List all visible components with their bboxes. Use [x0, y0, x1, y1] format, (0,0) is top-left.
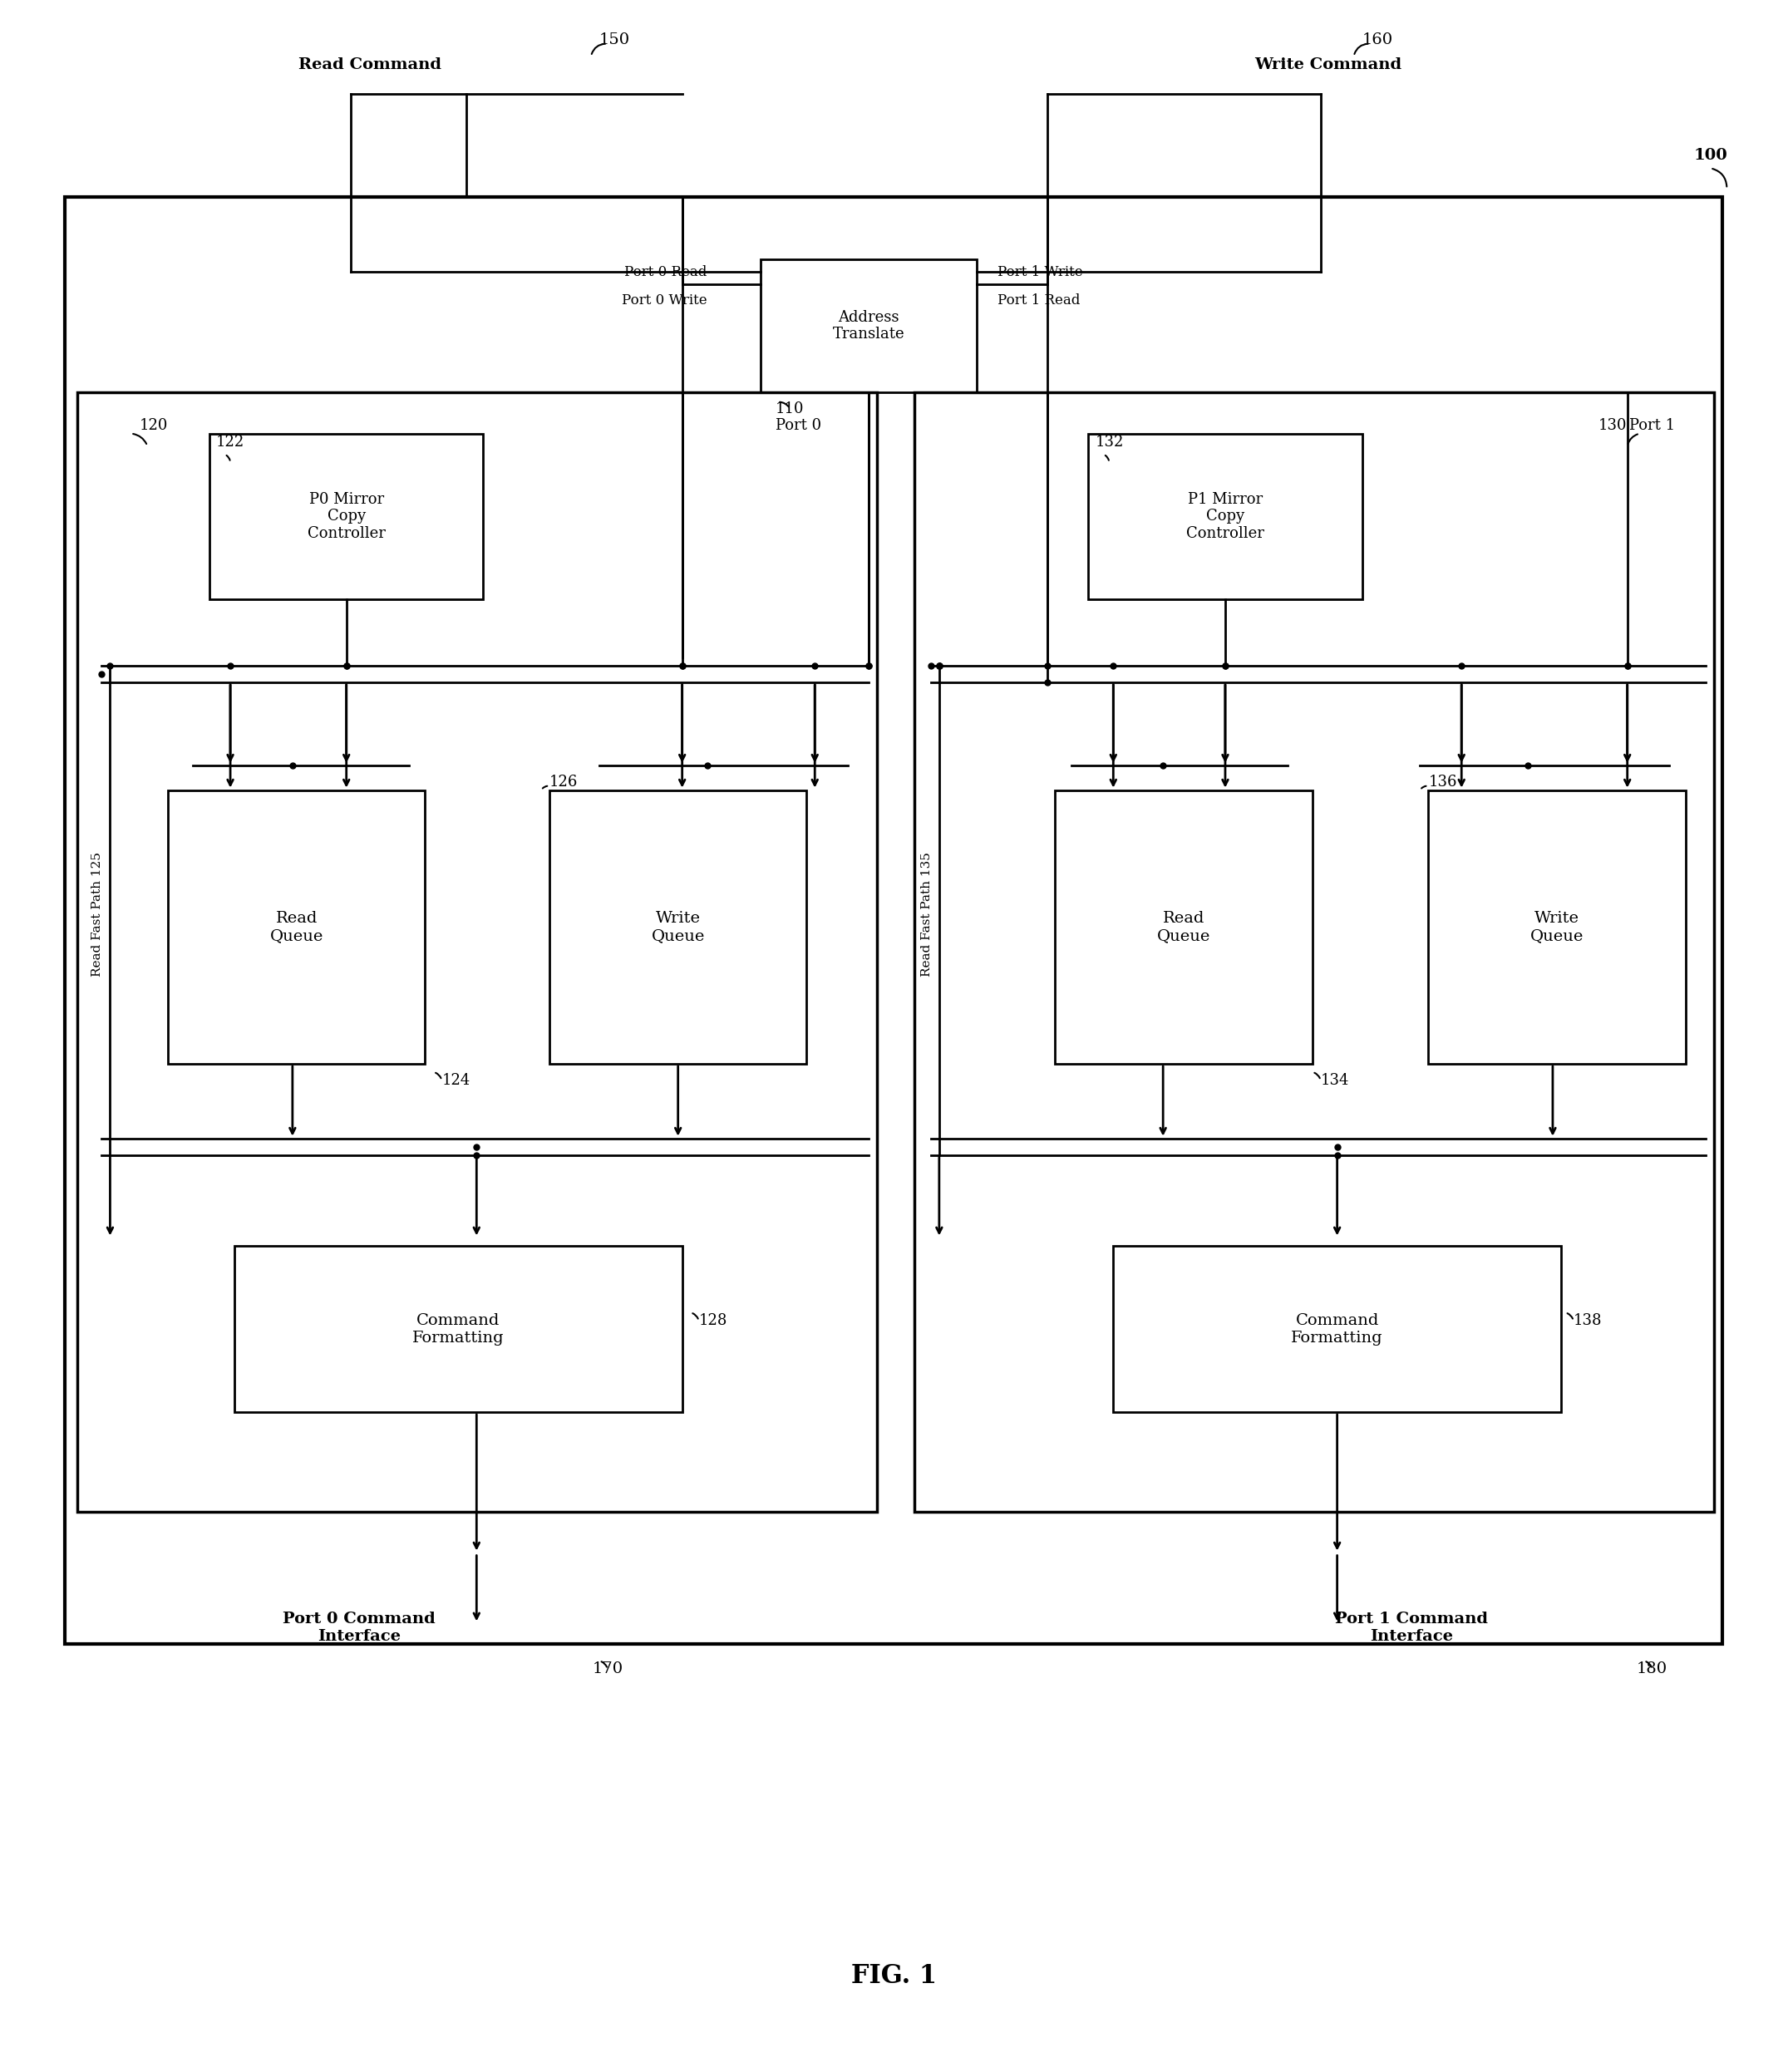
Text: Command
Formatting: Command Formatting [1291, 1314, 1384, 1345]
Text: Read Fast Path 125: Read Fast Path 125 [91, 852, 104, 976]
Text: Write
Queue: Write Queue [1531, 912, 1584, 943]
Text: Read Fast Path 135: Read Fast Path 135 [921, 852, 933, 976]
Text: Command
Formatting: Command Formatting [413, 1314, 504, 1345]
Text: P1 Mirror
Copy
Controller: P1 Mirror Copy Controller [1185, 491, 1264, 541]
Bar [549, 789, 806, 1063]
Text: P0 Mirror
Copy
Controller: P0 Mirror Copy Controller [308, 491, 386, 541]
Text: Port 0: Port 0 [776, 419, 821, 433]
Bar [77, 392, 876, 1513]
Text: 100: 100 [1693, 149, 1727, 164]
Bar [1089, 433, 1362, 599]
Text: 170: 170 [592, 1662, 622, 1676]
Bar [209, 433, 483, 599]
Text: 180: 180 [1636, 1662, 1668, 1676]
Text: 132: 132 [1094, 435, 1123, 450]
Text: FIG. 1: FIG. 1 [851, 1962, 937, 1989]
Text: Port 0 Write: Port 0 Write [622, 294, 706, 309]
Text: Write Command: Write Command [1253, 58, 1402, 73]
Text: 120: 120 [139, 419, 168, 433]
Text: 110: 110 [776, 402, 805, 416]
Text: Port 0 Read: Port 0 Read [624, 265, 706, 280]
Text: 126: 126 [549, 775, 578, 789]
Text: 134: 134 [1321, 1073, 1350, 1088]
Text: Address
Translate: Address Translate [833, 309, 905, 342]
Bar [168, 789, 426, 1063]
Bar [64, 197, 1722, 1645]
Text: Port 1 Read: Port 1 Read [998, 294, 1080, 309]
Text: Port 1: Port 1 [1629, 419, 1675, 433]
Text: 122: 122 [216, 435, 245, 450]
Bar [1429, 789, 1686, 1063]
Text: 128: 128 [699, 1314, 728, 1328]
Text: Port 1 Write: Port 1 Write [998, 265, 1082, 280]
Text: Read Command: Read Command [299, 58, 442, 73]
Bar [234, 1245, 683, 1413]
Text: Read
Queue: Read Queue [1157, 912, 1210, 943]
Text: Port 1 Command
Interface: Port 1 Command Interface [1336, 1612, 1488, 1643]
Text: 150: 150 [599, 33, 629, 48]
Text: 160: 160 [1362, 33, 1393, 48]
Bar [1114, 1245, 1561, 1413]
Text: Write
Queue: Write Queue [651, 912, 704, 943]
Text: Port 0 Command
Interface: Port 0 Command Interface [283, 1612, 434, 1643]
Text: 136: 136 [1429, 775, 1457, 789]
Bar [762, 259, 976, 392]
Text: 138: 138 [1573, 1314, 1602, 1328]
Text: 124: 124 [442, 1073, 470, 1088]
Text: 130: 130 [1598, 419, 1627, 433]
Text: Read
Queue: Read Queue [270, 912, 324, 943]
Bar [914, 392, 1715, 1513]
Bar [1055, 789, 1312, 1063]
